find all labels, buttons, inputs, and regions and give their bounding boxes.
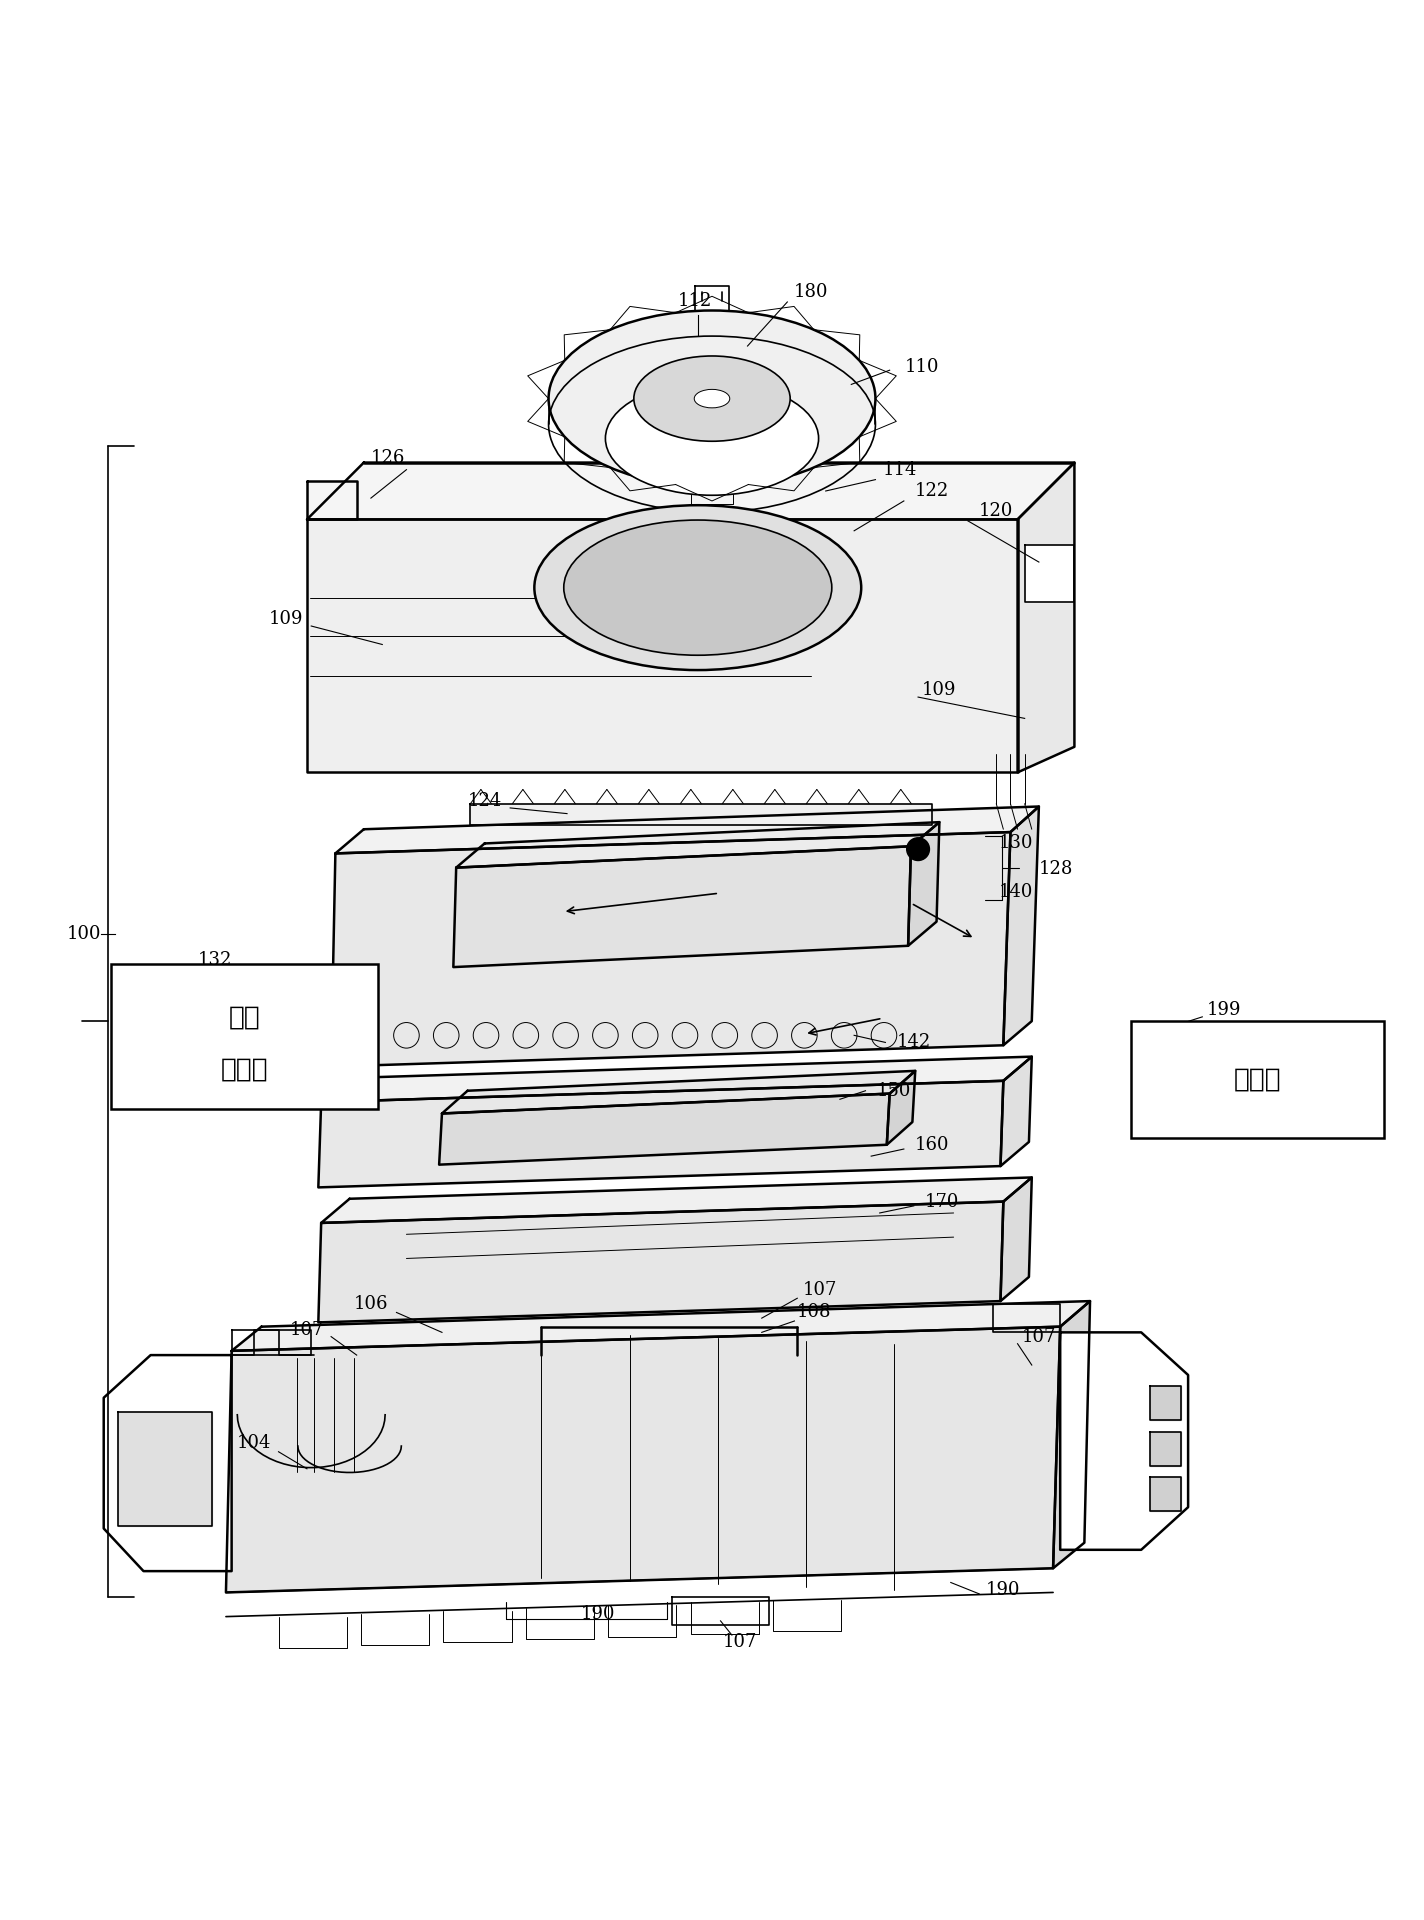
Text: 122: 122 — [916, 482, 950, 499]
Polygon shape — [456, 822, 940, 868]
Polygon shape — [1061, 1332, 1188, 1549]
Text: 124: 124 — [467, 791, 501, 810]
Text: 140: 140 — [1000, 883, 1034, 900]
Text: 150: 150 — [877, 1081, 911, 1100]
Polygon shape — [1004, 806, 1040, 1044]
Text: 107: 107 — [289, 1321, 325, 1338]
Polygon shape — [1001, 1177, 1032, 1302]
Text: 传感器: 传感器 — [221, 1056, 268, 1083]
Circle shape — [907, 837, 930, 860]
Polygon shape — [319, 1202, 1004, 1323]
Text: 114: 114 — [883, 461, 917, 478]
Text: 执行器: 执行器 — [1235, 1066, 1282, 1092]
Polygon shape — [308, 520, 1018, 772]
Polygon shape — [691, 470, 733, 503]
Polygon shape — [232, 1302, 1089, 1352]
Polygon shape — [782, 420, 824, 455]
Ellipse shape — [534, 505, 862, 670]
Polygon shape — [319, 1081, 1004, 1187]
Polygon shape — [695, 286, 729, 321]
Polygon shape — [1149, 1432, 1180, 1467]
Text: 104: 104 — [238, 1434, 272, 1452]
Text: 190: 190 — [985, 1580, 1021, 1599]
Ellipse shape — [605, 382, 819, 495]
Polygon shape — [332, 831, 1011, 1068]
Polygon shape — [1149, 1386, 1180, 1421]
Polygon shape — [1054, 1302, 1089, 1569]
Polygon shape — [1149, 1476, 1180, 1511]
Text: 110: 110 — [906, 359, 940, 376]
Polygon shape — [308, 482, 356, 520]
Polygon shape — [308, 463, 1075, 520]
Text: 170: 170 — [926, 1192, 960, 1212]
FancyBboxPatch shape — [1131, 1021, 1384, 1139]
Polygon shape — [322, 1056, 1032, 1102]
Text: 190: 190 — [581, 1605, 615, 1622]
Text: 199: 199 — [1206, 1000, 1240, 1020]
Text: 142: 142 — [897, 1033, 931, 1052]
Polygon shape — [691, 372, 733, 407]
Polygon shape — [441, 1071, 916, 1114]
Text: 109: 109 — [268, 611, 303, 628]
Polygon shape — [453, 847, 911, 968]
Text: 107: 107 — [803, 1281, 837, 1298]
Text: 112: 112 — [678, 292, 712, 309]
Polygon shape — [336, 806, 1040, 852]
Text: 100: 100 — [67, 925, 101, 943]
Text: 108: 108 — [797, 1304, 832, 1321]
Text: 120: 120 — [980, 501, 1014, 520]
Polygon shape — [1018, 463, 1075, 772]
Text: 126: 126 — [370, 449, 406, 467]
Polygon shape — [1025, 545, 1075, 601]
Text: 107: 107 — [723, 1634, 758, 1651]
Ellipse shape — [564, 520, 832, 655]
FancyBboxPatch shape — [111, 964, 377, 1110]
Polygon shape — [104, 1356, 232, 1571]
Text: 132: 132 — [198, 950, 232, 970]
Text: 128: 128 — [1038, 860, 1074, 877]
Polygon shape — [600, 420, 642, 455]
Ellipse shape — [548, 311, 876, 488]
Ellipse shape — [634, 355, 790, 442]
Polygon shape — [322, 1177, 1032, 1223]
Text: 130: 130 — [998, 835, 1034, 852]
Polygon shape — [118, 1411, 212, 1526]
Text: 160: 160 — [916, 1137, 950, 1154]
Polygon shape — [470, 804, 933, 826]
Polygon shape — [887, 1071, 916, 1144]
Text: 180: 180 — [795, 282, 829, 301]
Text: 109: 109 — [923, 682, 957, 699]
Text: 红外: 红外 — [228, 1004, 261, 1031]
Polygon shape — [1001, 1056, 1032, 1165]
Text: 106: 106 — [353, 1294, 389, 1313]
Polygon shape — [439, 1094, 890, 1165]
Ellipse shape — [695, 390, 729, 407]
Polygon shape — [909, 822, 940, 947]
Text: 107: 107 — [1021, 1327, 1057, 1346]
Polygon shape — [226, 1327, 1061, 1592]
